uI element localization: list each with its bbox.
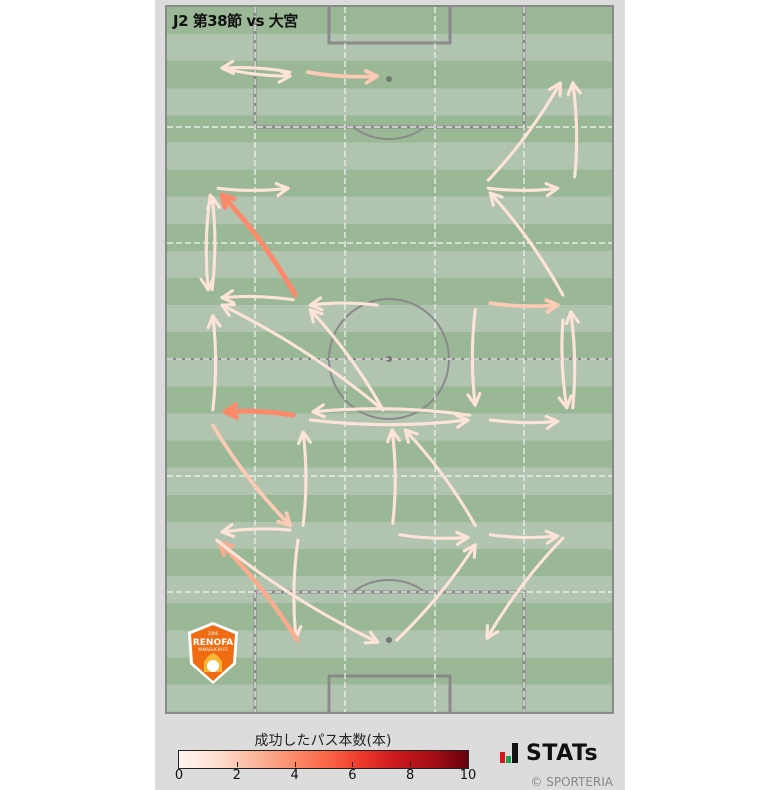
- bottom-penalty-arc: [352, 579, 426, 593]
- pass-arrowhead: [363, 630, 380, 645]
- pass-arrows: [199, 59, 582, 645]
- pass-arrowhead: [276, 511, 292, 528]
- pass-arrowhead: [548, 81, 562, 97]
- pass-arrowhead: [386, 428, 402, 444]
- pass-arrow: [398, 533, 470, 540]
- pass-arrowhead: [454, 413, 470, 429]
- pass-arrowhead: [455, 530, 470, 546]
- pass-arrowhead: [274, 182, 290, 198]
- pass-arrow: [222, 408, 296, 418]
- pass-arrowhead: [219, 192, 237, 210]
- top-penalty-spot: [386, 76, 392, 82]
- top-goal-area: [327, 7, 452, 45]
- pass-arrowhead: [564, 310, 580, 326]
- pass-arrow: [486, 186, 560, 192]
- colorbar-tick-mark: [236, 762, 238, 767]
- colorbar-tick-label: 6: [348, 768, 357, 783]
- pass-arrowhead: [485, 624, 500, 640]
- svg-text:RENOFA: RENOFA: [193, 638, 233, 648]
- team-logo: 2006 RENOFA YAMAGUCHI FC: [186, 620, 240, 690]
- pass-arrow: [220, 527, 292, 534]
- pass-arrow: [395, 543, 477, 642]
- copyright: © SPORTERIA: [530, 775, 613, 789]
- pass-arrowhead: [220, 303, 237, 317]
- bottom-goal-area: [327, 674, 452, 712]
- pass-arrow: [308, 418, 470, 427]
- top-penalty-arc: [352, 126, 426, 140]
- pass-arrow: [216, 186, 290, 192]
- pass-arrow: [215, 538, 380, 644]
- pass-arrow: [220, 303, 385, 412]
- pass-arrow: [571, 81, 579, 179]
- pass-arrow: [488, 418, 560, 425]
- pass-arrowhead: [488, 191, 504, 207]
- pass-arrow: [470, 308, 477, 407]
- pass-arrowhead: [403, 428, 419, 444]
- pass-arrow: [560, 318, 569, 410]
- bottom-penalty-area: [253, 590, 526, 712]
- colorbar-tick-mark: [352, 762, 354, 767]
- colorbar-tick-label: 8: [406, 768, 415, 783]
- pass-arrowhead: [311, 403, 327, 419]
- pass-arrow: [485, 536, 565, 640]
- svg-text:YAMAGUCHI FC: YAMAGUCHI FC: [197, 647, 229, 652]
- pass-arrowhead: [308, 296, 324, 312]
- pass-arrow: [308, 308, 385, 412]
- colorbar: [178, 750, 469, 769]
- colorbar-tick-label: 2: [232, 768, 241, 783]
- pass-arrowhead: [363, 68, 379, 85]
- pass-arrow: [210, 195, 217, 292]
- pass-arrow: [219, 192, 298, 298]
- colorbar-tick-mark: [294, 762, 296, 767]
- pitch: [165, 5, 614, 714]
- match-title: J2 第38節 vs 大宮: [173, 12, 298, 30]
- pass-arrowhead: [544, 182, 560, 198]
- pass-arrowhead: [466, 391, 482, 407]
- pass-arrow: [220, 66, 292, 78]
- stats-brand: STATs: [500, 743, 598, 765]
- pass-arrow: [488, 533, 560, 540]
- pass-arrow: [217, 540, 300, 643]
- pass-arrowhead: [296, 430, 312, 446]
- colorbar-tick-label: 10: [459, 768, 477, 783]
- colorbar-tick-mark: [410, 762, 412, 767]
- colorbar-tick-label: 4: [290, 768, 299, 783]
- pass-arrowhead: [222, 402, 240, 420]
- pass-arrow: [292, 538, 300, 640]
- pass-arrow: [488, 301, 560, 309]
- pass-arrow: [488, 191, 565, 297]
- colorbar-title: 成功したパス本数(本): [254, 733, 392, 749]
- pass-arrowhead: [557, 394, 573, 410]
- pass-arrow: [210, 423, 292, 528]
- pass-arrowhead: [220, 522, 236, 538]
- pass-arrow: [403, 428, 477, 527]
- pass-arrow: [220, 294, 295, 302]
- pass-arrowhead: [308, 308, 324, 324]
- pass-arrowhead: [205, 195, 221, 211]
- pass-arrowhead: [544, 529, 560, 545]
- zone-grid: [167, 7, 612, 712]
- stats-bars-icon: [500, 743, 518, 763]
- pass-arrowhead: [566, 81, 582, 97]
- pitch-markings: [167, 7, 612, 712]
- pass-arrow: [301, 430, 308, 527]
- pass-arrow: [311, 407, 472, 417]
- pass-arrowhead: [544, 414, 560, 430]
- pass-arrow: [305, 70, 379, 79]
- pass-arrow: [390, 428, 397, 525]
- bottom-penalty-spot: [386, 637, 392, 643]
- pass-arrowhead: [544, 298, 560, 314]
- pass-arrowhead: [220, 289, 236, 305]
- pass-arrow: [308, 301, 379, 307]
- pass-arrowhead: [462, 543, 477, 559]
- pass-arrow: [569, 310, 577, 410]
- pass-arrow: [211, 314, 218, 412]
- stats-wordmark: STATs: [526, 741, 599, 766]
- pass-arrowhead: [206, 314, 222, 330]
- svg-text:2006: 2006: [208, 631, 219, 636]
- colorbar-tick-label: 0: [174, 768, 184, 783]
- pass-arrow: [486, 81, 562, 182]
- pass-arrowhead: [277, 68, 292, 84]
